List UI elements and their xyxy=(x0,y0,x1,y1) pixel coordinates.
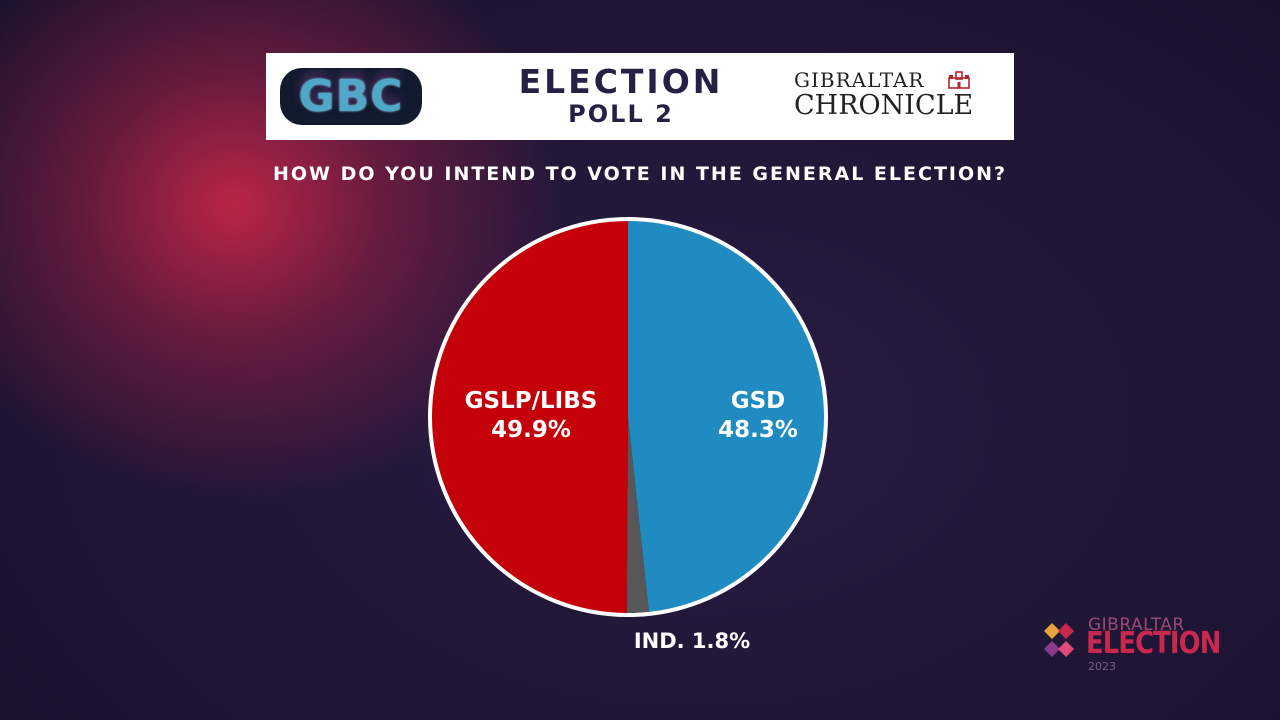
poll-question: HOW DO YOU INTEND TO VOTE IN THE GENERAL… xyxy=(272,163,1008,185)
election-logo-main: ELECTION xyxy=(1086,626,1221,661)
chronicle-logo-bottom: CHRONICLE xyxy=(794,90,974,121)
slice-value-gslp-libs: 49.9% xyxy=(491,417,571,443)
election-logo-top: GIBRALTAR xyxy=(1088,615,1185,635)
gbc-logo-text: GBC xyxy=(298,71,404,122)
pie-slice-gslp-libs xyxy=(429,219,628,615)
slice-value-gsd: 48.3% xyxy=(718,417,798,443)
chronicle-logo-top: GIBRALTAR xyxy=(794,68,925,92)
election-logo-year: 2023 xyxy=(1088,660,1116,673)
gibraltar-chronicle-logo: GIBRALTAR CHRONICLE xyxy=(794,69,1000,121)
gbc-logo: GBC xyxy=(280,68,422,125)
slice-label-ind: IND. 1.8% xyxy=(634,629,750,653)
pie-outline xyxy=(428,217,828,617)
diamond-cluster-icon xyxy=(1044,623,1074,657)
poll-title: ELECTION POLL 2 xyxy=(496,62,746,128)
gibraltar-election-logo: GIBRALTAR ELECTION 2023 xyxy=(1040,615,1230,675)
slice-label-gslp-libs: GSLP/LIBS xyxy=(465,388,598,414)
pie-slice-gsd xyxy=(628,219,827,614)
pie-slice-ind xyxy=(626,417,650,615)
poll-title-main: ELECTION xyxy=(518,62,724,101)
slice-label-gsd: GSD xyxy=(731,388,786,414)
header-banner: GBC ELECTION POLL 2 GIBRALTAR CHRONICLE xyxy=(266,53,1014,140)
poll-title-sub: POLL 2 xyxy=(568,100,674,128)
castle-crest-icon xyxy=(948,71,970,89)
